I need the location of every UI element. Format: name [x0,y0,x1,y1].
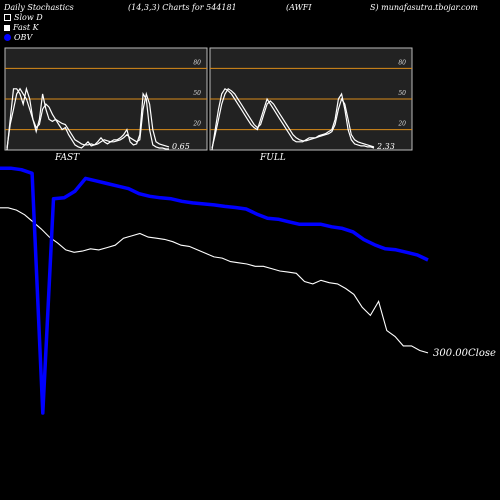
legend-item-fast-k: Fast K [4,23,39,32]
legend-label-slow-d: Slow D [14,13,43,22]
full-fast-k-line [211,87,375,151]
blue-dot-icon [4,34,11,41]
fast-ytick-label: 80 [193,59,201,66]
fast-last-value-label: 0.65 [172,142,190,151]
full-ytick-label: 20 [397,121,406,128]
fast-ytick-label: 50 [193,90,201,97]
chart-params: (14,3,3) Charts for 544181 [128,3,237,12]
fast-panel-label: FAST [54,153,80,163]
full-last-value-label: 2.33 [376,142,395,151]
filled-square-icon [4,24,10,31]
full-ytick-label: 50 [398,90,406,97]
legend-item-slow-d: Slow D [4,13,43,22]
full-panel-label: FULL [259,153,286,163]
hollow-square-icon [4,14,11,21]
price-line [0,207,429,354]
fast-fast-k-line [6,86,169,151]
legend-item-obv: OBV [4,33,32,42]
full-slow-d-line [211,87,375,149]
close-price-label: 300.00Close [433,348,496,359]
fast-ytick-label: 20 [192,121,201,128]
full-ytick-label: 80 [398,59,406,66]
ticker-left: (AWFI [286,3,312,12]
chart-title: Daily Stochastics [4,3,74,12]
obv-line [0,166,429,415]
legend-label-fast-k: Fast K [13,23,39,32]
legend-label-obv: OBV [14,33,33,42]
ticker-right: S) munafasutra.tbojar.com [370,3,478,12]
